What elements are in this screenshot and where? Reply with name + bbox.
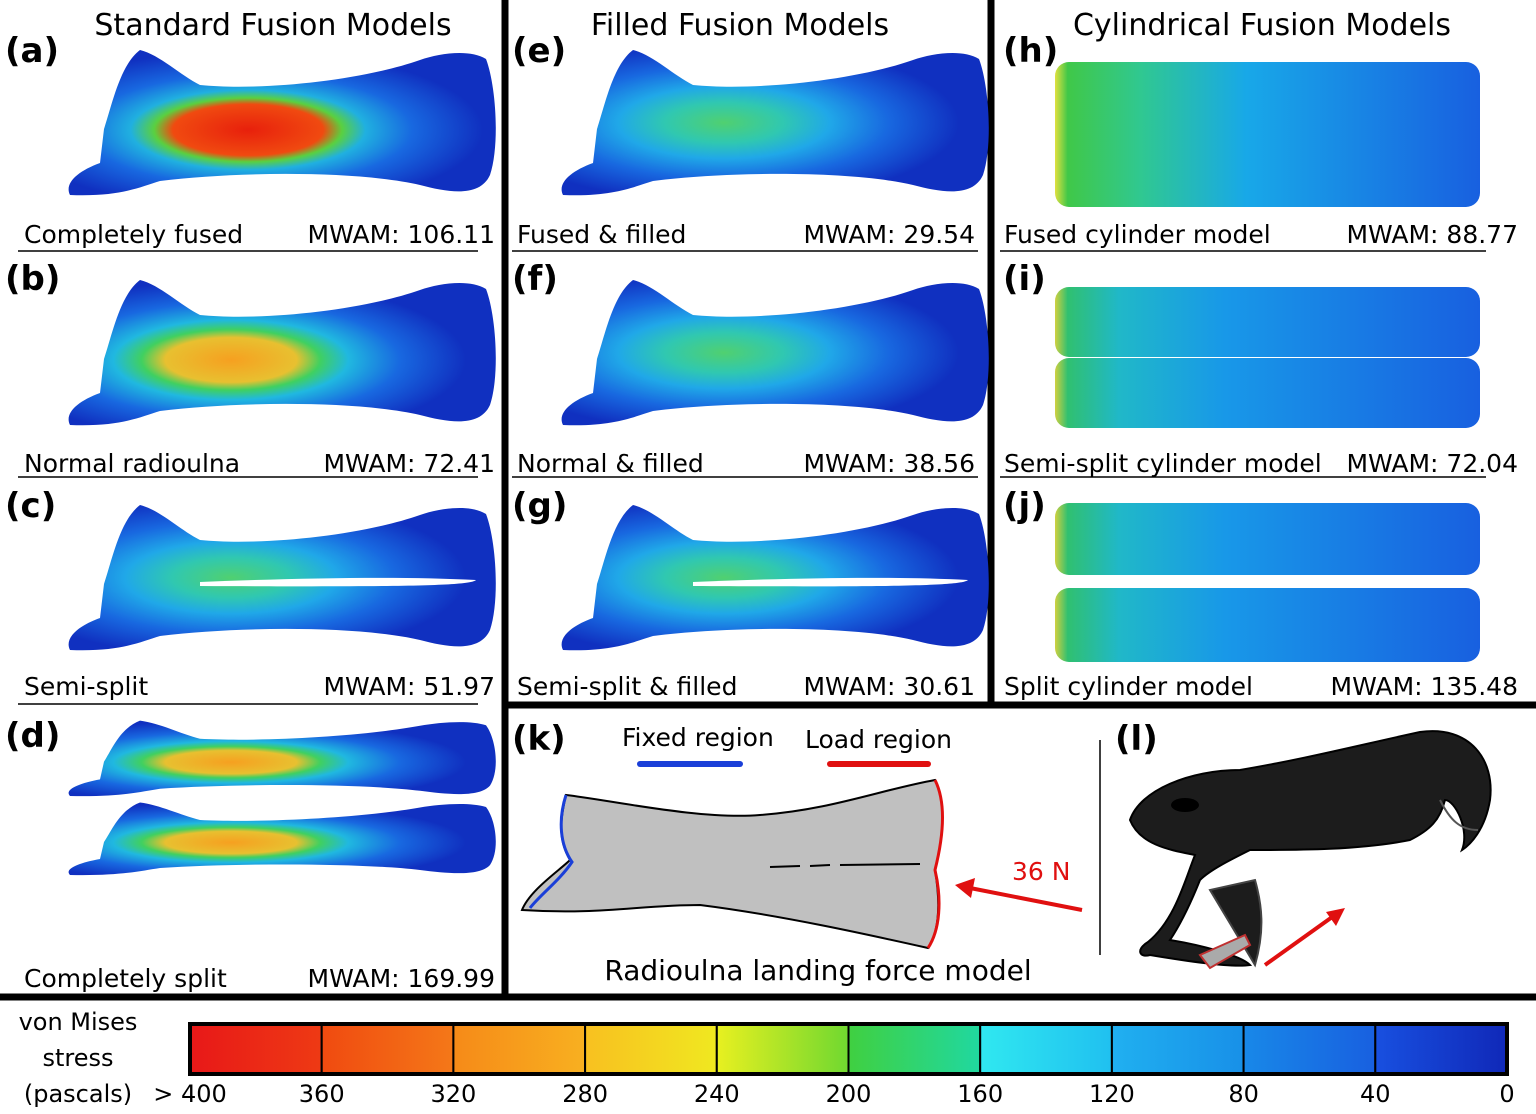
panel-letter: (l) xyxy=(1115,719,1158,759)
rules xyxy=(18,250,1486,705)
colorbar-label: > 400 xyxy=(153,1080,227,1108)
frame xyxy=(0,0,1536,1001)
mwam-value: MWAM: 72.41 xyxy=(323,449,495,478)
colorbar-segment xyxy=(452,1023,587,1075)
mwam-value: MWAM: 169.99 xyxy=(308,964,495,993)
panel-l: (l) xyxy=(1099,719,1492,970)
panel-caption: Fused & filled xyxy=(517,220,686,249)
colorbar-label: 80 xyxy=(1228,1080,1259,1108)
load-label: Load region xyxy=(805,725,952,754)
panel-k: (k) Fixed region Load region 36 N Radiou… xyxy=(512,719,1083,987)
mwam-value: MWAM: 51.97 xyxy=(323,672,495,701)
panel-caption: Semi-split cylinder model xyxy=(1004,449,1322,478)
panel-caption: Split cylinder model xyxy=(1004,672,1253,701)
panel-letter: (a) xyxy=(5,31,59,71)
mwam-value: MWAM: 29.54 xyxy=(803,220,975,249)
colorbar-segment xyxy=(847,1023,982,1075)
panel-letter: (c) xyxy=(5,486,56,526)
mwam-value: MWAM: 72.04 xyxy=(1346,449,1518,478)
colorbar-segment xyxy=(715,1023,850,1075)
panel-letter: (b) xyxy=(5,259,60,299)
panel-caption: Completely fused xyxy=(24,220,243,249)
colorbar-label: 120 xyxy=(1089,1080,1135,1108)
colorbar-label: 240 xyxy=(694,1080,740,1108)
panel-caption: Completely split xyxy=(24,964,227,993)
force-label: 36 N xyxy=(1012,857,1070,886)
colorbar-segment xyxy=(1374,1023,1509,1075)
colorbar-border xyxy=(188,1022,1509,1076)
fixed-label: Fixed region xyxy=(622,723,774,752)
panel-letter: (g) xyxy=(512,486,567,526)
panel-caption: Radioulna landing force model xyxy=(604,954,1031,987)
panel-caption: Normal & filled xyxy=(517,449,704,478)
colorbar-segment xyxy=(584,1023,718,1075)
panel-caption: Semi-split xyxy=(24,672,148,701)
panel-caption: Fused cylinder model xyxy=(1004,220,1271,249)
colorbar-segment xyxy=(979,1023,1113,1075)
column-title: Cylindrical Fusion Models xyxy=(1073,8,1451,43)
colorbar-segment xyxy=(1242,1023,1377,1075)
colorbar-title: stress xyxy=(42,1044,113,1072)
panel-letter: (j) xyxy=(1003,486,1046,526)
mwam-value: MWAM: 88.77 xyxy=(1346,220,1518,249)
colorbar-label: 40 xyxy=(1360,1080,1391,1108)
mwam-value: MWAM: 38.56 xyxy=(803,449,975,478)
colorbar: von Mises stress (pascals) > 400 360 320 28… xyxy=(19,1008,1515,1108)
colorbar-label: 320 xyxy=(430,1080,476,1108)
column-title: Standard Fusion Models xyxy=(94,8,451,43)
colorbar-label: 360 xyxy=(299,1080,345,1108)
colorbar-segment xyxy=(1110,1023,1245,1075)
colorbar-title: von Mises xyxy=(19,1008,138,1036)
mwam-value: MWAM: 135.48 xyxy=(1331,672,1518,701)
panel-letter: (e) xyxy=(512,31,566,71)
colorbar-label: 280 xyxy=(562,1080,608,1108)
models xyxy=(68,50,1480,876)
mwam-value: MWAM: 106.11 xyxy=(308,220,495,249)
panel-letter: (i) xyxy=(1003,259,1046,299)
panel-letter: (f) xyxy=(512,259,558,299)
colorbar-label: 160 xyxy=(957,1080,1003,1108)
column-texts: Standard Fusion Models (a) Completely fuse… xyxy=(5,8,1518,993)
colorbar-title: (pascals) xyxy=(24,1080,132,1108)
mwam-value: MWAM: 30.61 xyxy=(803,672,975,701)
colorbar-segment xyxy=(189,1023,323,1075)
panel-letter: (h) xyxy=(1003,31,1058,71)
column-title: Filled Fusion Models xyxy=(591,8,889,43)
panel-caption: Semi-split & filled xyxy=(517,672,737,701)
panel-letter: (d) xyxy=(5,716,60,756)
colorbar-label: 200 xyxy=(826,1080,872,1108)
colorbar-segment xyxy=(320,1023,455,1075)
panel-caption: Normal radioulna xyxy=(24,449,240,478)
panel-letter: (k) xyxy=(512,719,566,759)
colorbar-label: 0 xyxy=(1499,1080,1514,1108)
